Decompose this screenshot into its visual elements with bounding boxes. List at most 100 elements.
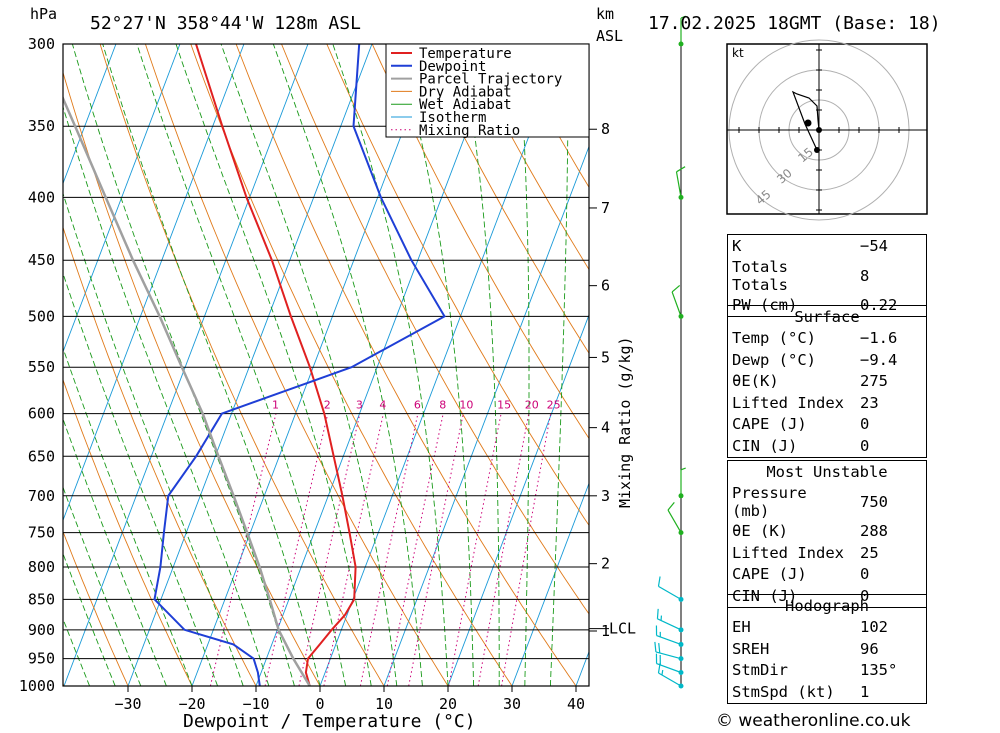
wind-level-dot <box>678 530 684 536</box>
plot-frame <box>62 43 590 687</box>
pressure-tick-label: 350 <box>28 117 55 135</box>
wind-barb-shaft <box>667 509 682 533</box>
pressure-tick-label: 300 <box>28 35 55 53</box>
wind-level-dot <box>678 493 684 499</box>
wind-barb-flag <box>680 467 686 471</box>
temperature-trace <box>195 44 357 686</box>
wind-level-dot <box>678 194 684 200</box>
mixing-ratio-label: 25 <box>547 399 561 412</box>
temperature-tick-label: −10 <box>242 695 269 713</box>
wind-barb-flag <box>676 166 686 173</box>
legend-entry: Mixing Ratio <box>419 123 520 139</box>
general-index-value: −54 <box>860 236 888 255</box>
most-unstable-index-value: 25 <box>860 543 879 562</box>
isotherm-line <box>383 145 589 686</box>
height-tick-label: 7 <box>601 199 610 217</box>
height-tick-label: 3 <box>601 487 610 505</box>
temperature-tick-label: −30 <box>114 695 141 713</box>
hodograph-indices-title: Hodograph <box>785 596 869 615</box>
pressure-tick-label: 500 <box>28 307 55 325</box>
x-axis-title: Dewpoint / Temperature (°C) <box>183 711 476 732</box>
legend-entry: Dewpoint <box>419 59 486 75</box>
isotherm-line <box>63 44 309 686</box>
surface-index-label: Temp (°C) <box>732 329 816 348</box>
height-tick-label: 4 <box>601 419 610 437</box>
mixing-ratio-labels: 1 2 3 4 6 8 10 15 20 25 <box>272 399 561 412</box>
sounding-traces <box>63 44 446 686</box>
wet-adiabat-line <box>63 417 167 686</box>
wind-barb-shaft <box>656 663 682 674</box>
wind-barb-flag <box>657 576 661 587</box>
hodograph-unit-label: kt <box>732 46 744 60</box>
most-unstable-index-value: 0 <box>860 565 870 584</box>
height-tick-label: 8 <box>601 120 610 138</box>
general-index-label: K <box>732 236 742 255</box>
hodograph-index-value: 102 <box>860 618 888 637</box>
hodograph-indices-table: Hodograph EH 102 SREH 96 StmDir 135° StmSpd (k… <box>727 594 927 704</box>
height-tick-label: 5 <box>601 348 610 366</box>
surface-index-value: 0 <box>860 415 870 434</box>
copyright-link[interactable]: © weatheronline.co.uk <box>716 711 911 731</box>
height-unit-label: km <box>596 5 614 23</box>
wind-barb-flag <box>680 15 686 19</box>
location-title: 52°27'N 358°44'W 128m ASL <box>90 13 361 34</box>
wind-barb-shaft <box>658 672 682 687</box>
general-indices-table: K −54 Totals Totals 8 PW (cm) 0.22 <box>727 234 927 317</box>
mixing-ratio-label: 20 <box>525 399 539 412</box>
height-tick-label: 1 <box>601 622 610 640</box>
hodograph-index-label: SREH <box>732 639 770 658</box>
wet-adiabat-line <box>63 552 116 686</box>
hodograph-trace <box>791 90 820 151</box>
mixing-ratio-line <box>209 413 277 686</box>
dry-adiabat-line <box>417 44 589 354</box>
wind-level-dot <box>678 683 684 689</box>
isotherm-line <box>511 482 589 686</box>
parcel-trajectory-trace <box>63 95 311 686</box>
hodograph-index-value: 1 <box>860 682 870 701</box>
surface-index-label: Dewp (°C) <box>732 350 816 369</box>
surface-index-value: 275 <box>860 372 888 391</box>
wind-level-dot <box>678 669 684 675</box>
wind-profile-column <box>654 15 686 689</box>
dewpoint-trace <box>153 44 446 686</box>
wind-barb-flag <box>661 669 664 676</box>
most-unstable-index-label: Pressure (mb) <box>732 483 807 520</box>
legend-entry: Temperature <box>419 46 512 62</box>
legend-entry: Parcel Trajectory <box>419 72 562 88</box>
datetime-title: 17.02.2025 18GMT (Base: 18) <box>648 13 941 34</box>
mixing-ratio-line <box>386 413 444 686</box>
height-tick-label: 6 <box>601 277 610 295</box>
dry-adiabat-line <box>371 44 589 440</box>
surface-index-value: −9.4 <box>860 350 898 369</box>
temperature-tick-label: 20 <box>439 695 457 713</box>
wet-adiabat-line <box>220 44 398 686</box>
pressure-tick-label: 750 <box>28 524 55 542</box>
temperature-tick-label: 40 <box>567 695 585 713</box>
pressure-tick-label: 650 <box>28 447 55 465</box>
wet-adiabat-line <box>63 485 142 686</box>
mixing-ratio-label: 15 <box>497 399 511 412</box>
temperature-tick-label: 30 <box>503 695 521 713</box>
mixing-ratio-label: 8 <box>439 399 446 412</box>
wind-barb-flag <box>654 641 657 652</box>
isotherm-line <box>63 44 117 185</box>
hodograph-frame <box>726 43 928 215</box>
surface-table: Surface Temp (°C) −1.6 Dewp (°C) −9.4 θE(K) 2… <box>727 305 927 458</box>
surface-index-label: CIN (J) <box>732 436 798 455</box>
legend-box <box>385 43 590 138</box>
wet-adiabat-line <box>549 44 569 686</box>
wind-barb-flag <box>656 608 659 619</box>
isotherm-line <box>63 44 181 354</box>
hodograph-origin-dot <box>816 127 822 133</box>
surface-index-label: CAPE (J) <box>732 415 807 434</box>
surface-title: Surface <box>794 307 860 326</box>
mixing-ratio-label: 4 <box>379 399 386 412</box>
wind-level-dot <box>678 596 684 602</box>
dry-adiabat-line <box>462 44 589 271</box>
most-unstable-index-label: CIN (J) <box>732 586 798 605</box>
mixing-ratio-label: 1 <box>272 399 279 412</box>
mixing-ratio-label: 6 <box>414 399 421 412</box>
isotherm-line <box>447 313 589 686</box>
